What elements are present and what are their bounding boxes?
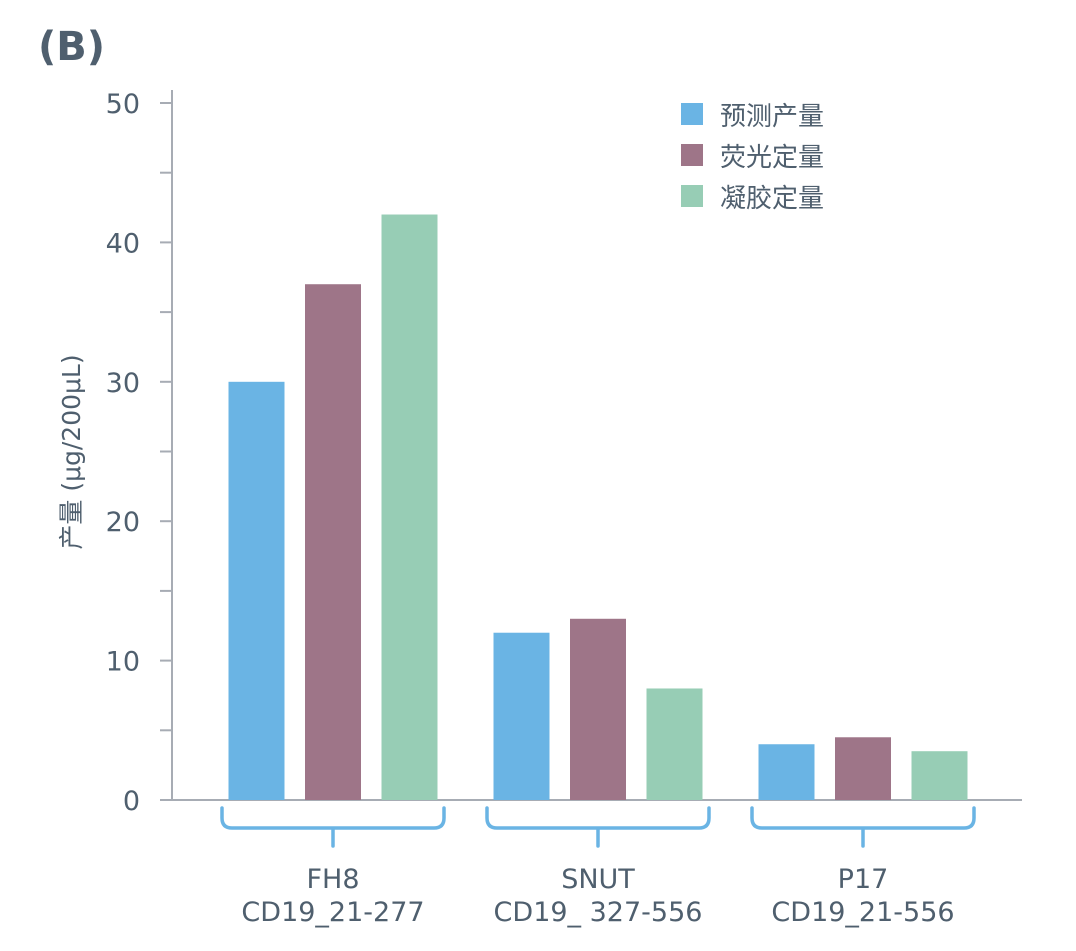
bar-fh8-3 xyxy=(381,214,438,800)
x-tick-sublabel: CD19_21-277 xyxy=(241,897,424,928)
y-tick-label: 0 xyxy=(123,786,140,817)
group-bracket xyxy=(485,806,711,848)
y-tick-label: 30 xyxy=(106,368,140,399)
bar-p17-3 xyxy=(911,751,968,800)
y-tick-label: 40 xyxy=(106,228,140,259)
x-tick-sublabel: CD19_21-556 xyxy=(771,897,954,928)
bar-fh8-1 xyxy=(228,381,285,800)
legend-label: 荧光定量 xyxy=(720,143,824,173)
y-tick-label: 50 xyxy=(106,89,140,120)
x-tick-label: P17 xyxy=(838,864,889,895)
bar-p17-1 xyxy=(758,744,815,800)
legend-label: 凝胶定量 xyxy=(720,184,824,214)
panel-label: (B) xyxy=(38,24,105,70)
x-tick-label: SNUT xyxy=(561,864,635,895)
y-tick-label: 10 xyxy=(106,647,140,678)
bar-snut-1 xyxy=(493,632,550,800)
legend-swatch xyxy=(681,103,703,125)
bar-snut-2 xyxy=(570,618,626,800)
bar-snut-3 xyxy=(646,688,703,800)
y-tick-label: 20 xyxy=(106,507,140,538)
y-axis-label: 产量 (μg/200μL) xyxy=(57,354,86,549)
bar-fh8-2 xyxy=(305,284,361,801)
legend-label: 预测产量 xyxy=(720,102,824,132)
group-bracket xyxy=(220,806,446,848)
legend-swatch xyxy=(681,185,703,207)
x-tick-label: FH8 xyxy=(306,864,359,895)
bar-p17-2 xyxy=(835,737,891,800)
group-bracket xyxy=(750,806,976,848)
x-tick-sublabel: CD19_ 327-556 xyxy=(494,897,703,928)
legend-swatch xyxy=(681,144,703,166)
